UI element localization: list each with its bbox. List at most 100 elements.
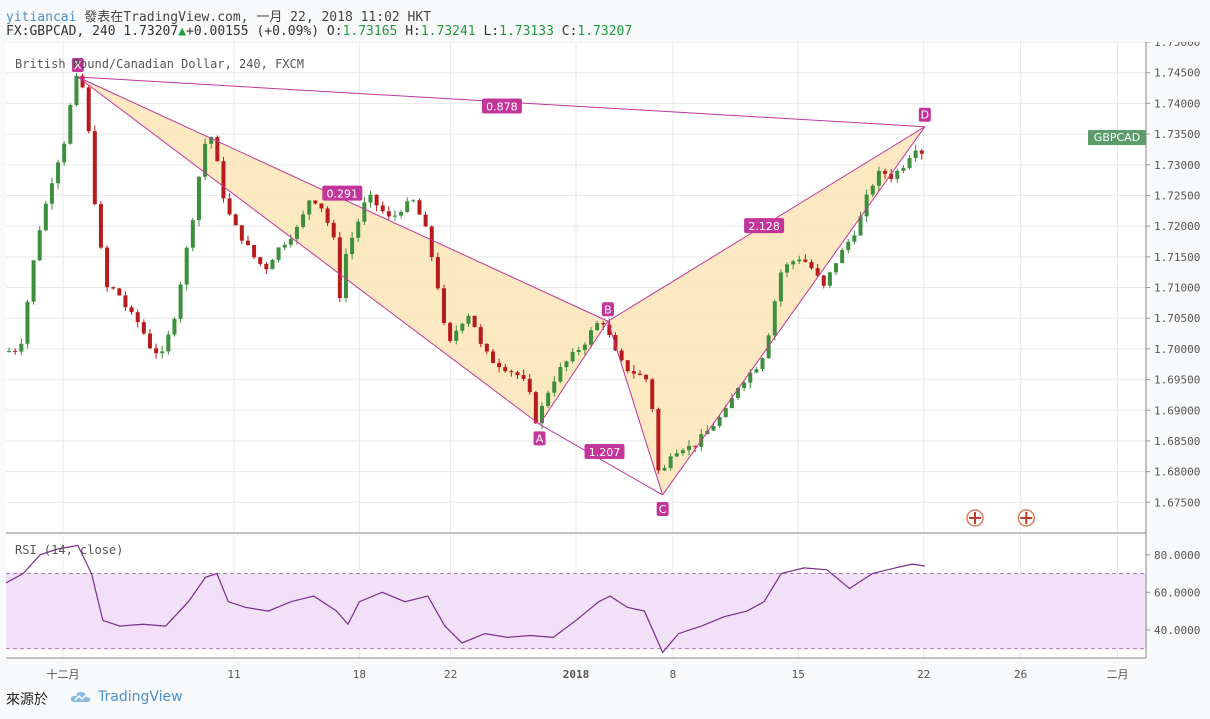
pattern-leg-line xyxy=(607,321,664,496)
candle-body xyxy=(858,216,863,236)
candle-body xyxy=(74,75,79,105)
candle-body xyxy=(729,398,734,409)
candle-body xyxy=(552,381,557,393)
candle-body xyxy=(601,323,606,325)
candle-body xyxy=(533,392,538,424)
candle-body xyxy=(264,263,269,270)
candle-body xyxy=(49,183,54,204)
author-link[interactable]: yitiancai xyxy=(6,10,77,25)
candle-body xyxy=(497,363,502,368)
price-series xyxy=(7,72,925,495)
candle-body xyxy=(356,221,361,238)
candle-body xyxy=(37,230,42,261)
candle-body xyxy=(760,358,765,370)
price-chart[interactable]: X A B C D 0.878 0.291 1.207 2.128 RSI (14, close… xyxy=(6,42,1204,682)
price-tick-label: 1.68000 xyxy=(1154,466,1200,479)
candle-body xyxy=(325,208,330,223)
candle-body xyxy=(68,104,73,144)
candle-body xyxy=(736,388,741,399)
candle-body xyxy=(595,323,600,331)
pattern-ratio-label: 2.128 xyxy=(748,220,780,233)
candle-body xyxy=(625,360,630,372)
candle-body xyxy=(417,200,422,215)
price-tick-label: 1.70500 xyxy=(1154,312,1200,325)
candle-body xyxy=(233,214,238,226)
candle-body xyxy=(809,261,814,269)
candle-body xyxy=(343,254,348,298)
candle-body xyxy=(288,238,293,245)
candle-body xyxy=(895,170,900,179)
candle-body xyxy=(105,247,110,288)
price-tick-label: 1.74500 xyxy=(1154,67,1200,80)
candle-body xyxy=(399,211,404,216)
publish-info: yitiancai 發表在TradingView.com, 一月 22, 201… xyxy=(6,6,431,25)
candle-body xyxy=(258,257,263,264)
candle-body xyxy=(674,453,679,457)
candle-body xyxy=(313,200,318,204)
candle-body xyxy=(80,75,85,88)
candle-body xyxy=(203,143,208,177)
candle-body xyxy=(337,237,342,298)
cloud-icon xyxy=(70,691,91,702)
axes: 1.75000 1.74500 1.74000 1.73500 1.73000 1.725… xyxy=(6,42,1200,681)
candle-body xyxy=(7,350,12,352)
ohlc-open-label: O: xyxy=(326,24,343,39)
candle-body xyxy=(282,244,287,248)
uk-flag-cross-icon xyxy=(1020,512,1033,524)
candle-body xyxy=(613,335,618,351)
candle-body xyxy=(889,173,894,179)
candle-body xyxy=(31,260,36,302)
candle-body xyxy=(913,150,918,159)
candle-body xyxy=(331,222,336,238)
candle-body xyxy=(62,143,67,163)
ohlc-low-label: L: xyxy=(483,24,500,39)
candle-body xyxy=(392,215,397,217)
price-tick-label: 1.69500 xyxy=(1154,374,1200,387)
rsi-label: RSI (14, close) xyxy=(15,543,123,557)
time-tick-label: 15 xyxy=(792,668,805,681)
candle-body xyxy=(588,330,593,345)
pattern-ratio-badge xyxy=(584,443,625,459)
candle-body xyxy=(742,382,747,389)
candle-body xyxy=(154,348,159,354)
pattern-point-label: D xyxy=(921,109,929,122)
price-tick-label: 1.73000 xyxy=(1154,159,1200,172)
symbol-label: FX:GBPCAD, 240 1.73207 xyxy=(6,24,179,39)
candle-body xyxy=(178,284,183,319)
pattern-point-label: B xyxy=(604,303,612,316)
pattern-point-badge xyxy=(656,501,669,516)
candle-body xyxy=(423,214,428,227)
change-label: +0.00155 (+0.09%) xyxy=(186,24,320,39)
price-tick-label: 1.72500 xyxy=(1154,189,1200,202)
rsi-panel: RSI (14, close) xyxy=(6,543,1146,654)
tradingview-logo[interactable]: TradingView xyxy=(70,689,183,705)
price-tick-label: 1.75000 xyxy=(1154,42,1200,49)
pattern-ratio-label: 1.207 xyxy=(589,446,621,459)
ohlc-close-value: 1.73207 xyxy=(577,24,633,39)
candle-body xyxy=(362,202,367,222)
brand-text: TradingView xyxy=(98,689,183,705)
candle-body xyxy=(509,371,514,373)
candle-body xyxy=(515,372,520,376)
candle-body xyxy=(637,373,642,375)
uk-flag-cross-icon xyxy=(969,512,981,524)
candle-body xyxy=(141,322,146,334)
candle-body xyxy=(43,203,48,231)
candle-body xyxy=(754,369,759,373)
candle-body xyxy=(117,288,122,296)
candle-body xyxy=(301,214,306,227)
symbol-info: FX:GBPCAD, 240 1.73207▲+0.00155 (+0.09%)… xyxy=(6,24,632,39)
candle-body xyxy=(435,257,440,289)
pattern-point-badge xyxy=(71,57,84,72)
candle-body xyxy=(570,351,575,362)
candle-body xyxy=(172,318,177,335)
candle-body xyxy=(521,375,526,379)
time-tick-label: 2018 xyxy=(563,668,590,681)
pattern-leg-line xyxy=(662,126,926,496)
candle-body xyxy=(662,467,667,471)
candle-body xyxy=(160,351,165,354)
candle-body xyxy=(607,324,612,336)
candle-body xyxy=(98,204,103,248)
candle-body xyxy=(86,87,91,132)
pattern-ratio-badge xyxy=(481,98,522,114)
